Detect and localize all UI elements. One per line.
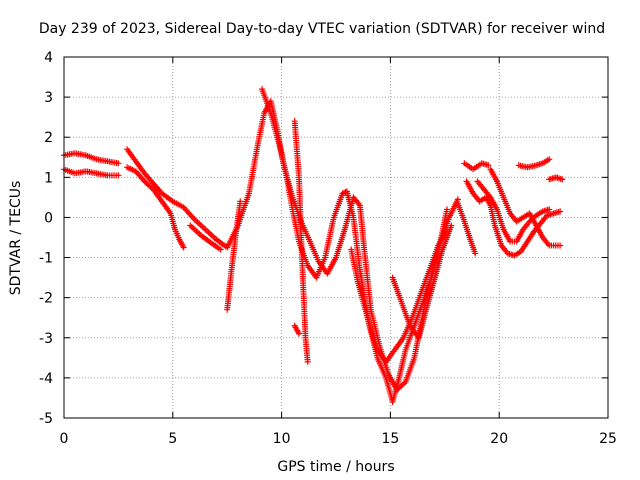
x-tick-label: 25 <box>599 431 617 447</box>
y-tick-label: 1 <box>44 170 53 186</box>
series-trace-h <box>291 118 311 365</box>
series-trace-p <box>487 166 564 249</box>
data-point <box>472 250 479 257</box>
series-trace-b <box>61 166 122 179</box>
data-points <box>61 86 566 405</box>
series-trace-f <box>224 198 244 313</box>
data-point <box>443 206 450 213</box>
series-trace-l <box>454 200 479 257</box>
series-trace-c <box>124 98 461 393</box>
data-point <box>237 198 244 205</box>
data-point <box>546 206 553 213</box>
data-point <box>217 246 224 253</box>
data-point <box>115 172 122 179</box>
series-trace-n <box>463 178 564 259</box>
data-point <box>180 244 187 251</box>
y-axis-label: SDTVAR / TECUs <box>8 181 24 296</box>
series-trace-g <box>259 86 450 405</box>
data-point <box>448 222 455 229</box>
data-point <box>557 242 564 249</box>
grid <box>64 57 608 418</box>
x-tick-label: 10 <box>273 431 291 447</box>
x-tick-label: 20 <box>490 431 508 447</box>
series-trace-a <box>61 150 122 167</box>
y-tick-label: -5 <box>39 411 53 427</box>
y-tick-label: 3 <box>44 90 53 106</box>
series-trace-m <box>461 160 492 173</box>
data-point <box>546 156 553 163</box>
series-trace-e <box>187 222 224 253</box>
chart-title: Day 239 of 2023, Sidereal Day-to-day VTE… <box>39 21 605 37</box>
data-point <box>557 208 564 215</box>
y-tick-label: -4 <box>39 371 53 387</box>
y-tick-label: 0 <box>44 210 53 226</box>
data-point <box>304 358 311 365</box>
y-tick-label: -3 <box>39 331 53 347</box>
y-tick-label: -1 <box>39 251 53 267</box>
series-trace-k <box>389 222 455 341</box>
y-tick-label: -2 <box>39 291 53 307</box>
series-trace-d <box>124 164 187 251</box>
axis-ticks: 0 5 10 15 20 25 -5 -4 -3 -2 -1 0 1 2 3 4 <box>39 50 617 447</box>
series-trace-r <box>546 174 566 183</box>
y-tick-label: 2 <box>44 130 53 146</box>
series-trace-j <box>348 226 450 365</box>
series-trace-q <box>515 156 553 171</box>
data-point <box>115 160 122 167</box>
x-axis-label: GPS time / hours <box>277 459 394 475</box>
series-trace-i <box>291 322 303 337</box>
x-tick-label: 5 <box>168 431 177 447</box>
plot-frame <box>63 56 609 419</box>
x-tick-label: 0 <box>60 431 69 447</box>
data-point <box>559 176 566 183</box>
x-tick-label: 15 <box>381 431 399 447</box>
y-tick-label: 4 <box>44 50 53 66</box>
data-point <box>296 330 303 337</box>
data-point <box>485 162 492 169</box>
